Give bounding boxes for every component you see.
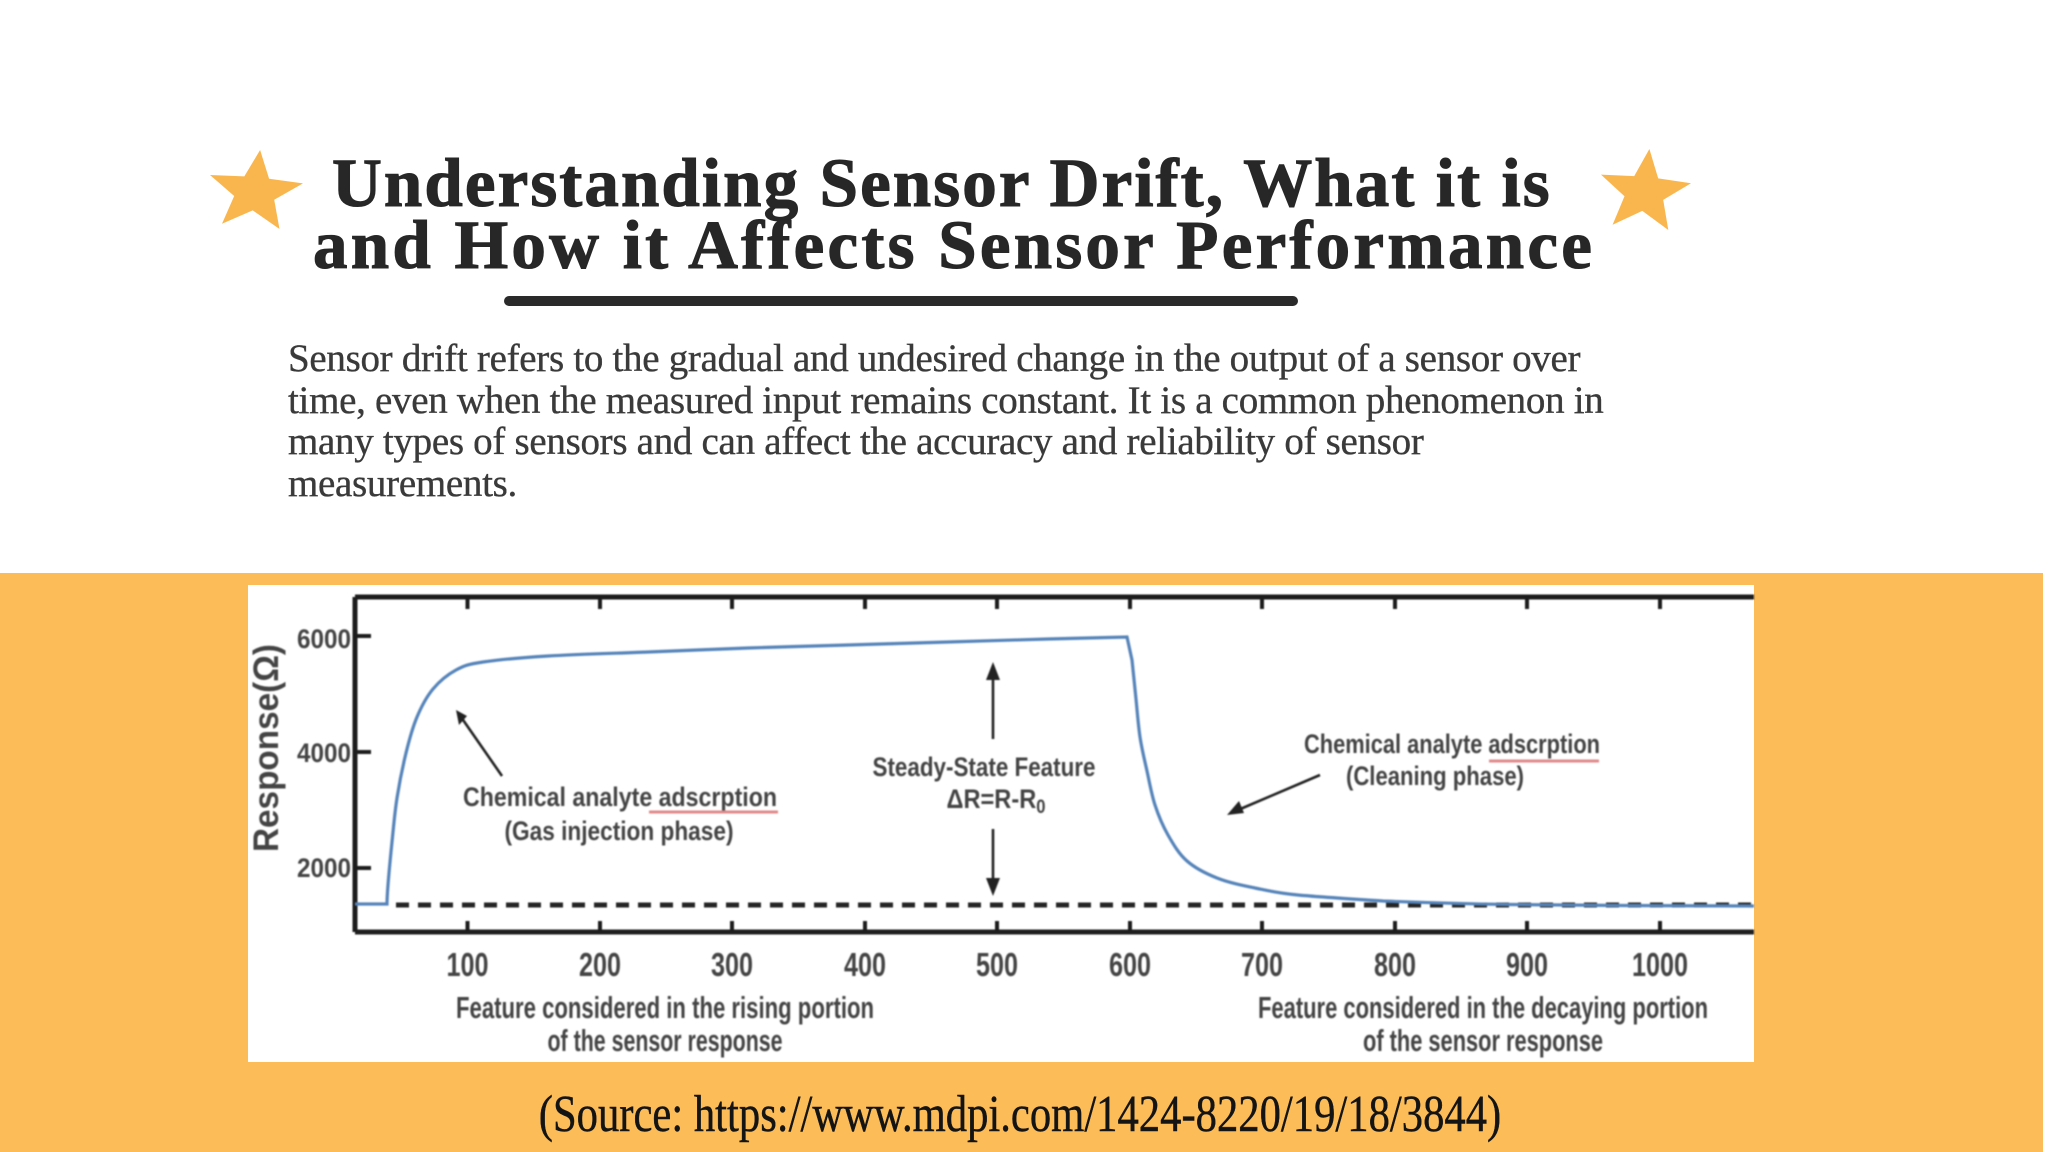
- svg-text:6000: 6000: [297, 624, 351, 654]
- svg-text:700: 700: [1241, 946, 1283, 983]
- svg-text:2000: 2000: [297, 853, 351, 883]
- svg-text:Response(Ω): Response(Ω): [248, 644, 286, 852]
- svg-text:Steady-State Feature: Steady-State Feature: [873, 752, 1096, 782]
- svg-text:Feature considered in the deca: Feature considered in the decaying porti…: [1258, 990, 1708, 1025]
- svg-text:400: 400: [844, 946, 886, 983]
- svg-text:Feature considered in the risi: Feature considered in the rising portion: [456, 990, 874, 1025]
- svg-text:Chemical analyte adscrption: Chemical analyte adscrption: [1304, 729, 1600, 759]
- svg-text:of the sensor response: of the sensor response: [1363, 1023, 1603, 1058]
- svg-text:4000: 4000: [297, 738, 351, 768]
- svg-text:(Cleaning phase): (Cleaning phase): [1346, 761, 1524, 791]
- svg-text:300: 300: [711, 946, 753, 983]
- svg-text:200: 200: [579, 946, 621, 983]
- svg-text:600: 600: [1109, 946, 1151, 983]
- svg-text:1000: 1000: [1632, 946, 1688, 983]
- svg-text:100: 100: [447, 946, 489, 983]
- svg-text:of the sensor response: of the sensor response: [548, 1023, 783, 1058]
- svg-text:ΔR=R-R0: ΔR=R-R0: [947, 784, 1046, 818]
- svg-text:Chemical analyte adscrption: Chemical analyte adscrption: [463, 782, 777, 812]
- svg-text:(Gas injection phase): (Gas injection phase): [505, 816, 734, 846]
- svg-text:800: 800: [1374, 946, 1416, 983]
- svg-text:500: 500: [976, 946, 1018, 983]
- svg-text:900: 900: [1506, 946, 1548, 983]
